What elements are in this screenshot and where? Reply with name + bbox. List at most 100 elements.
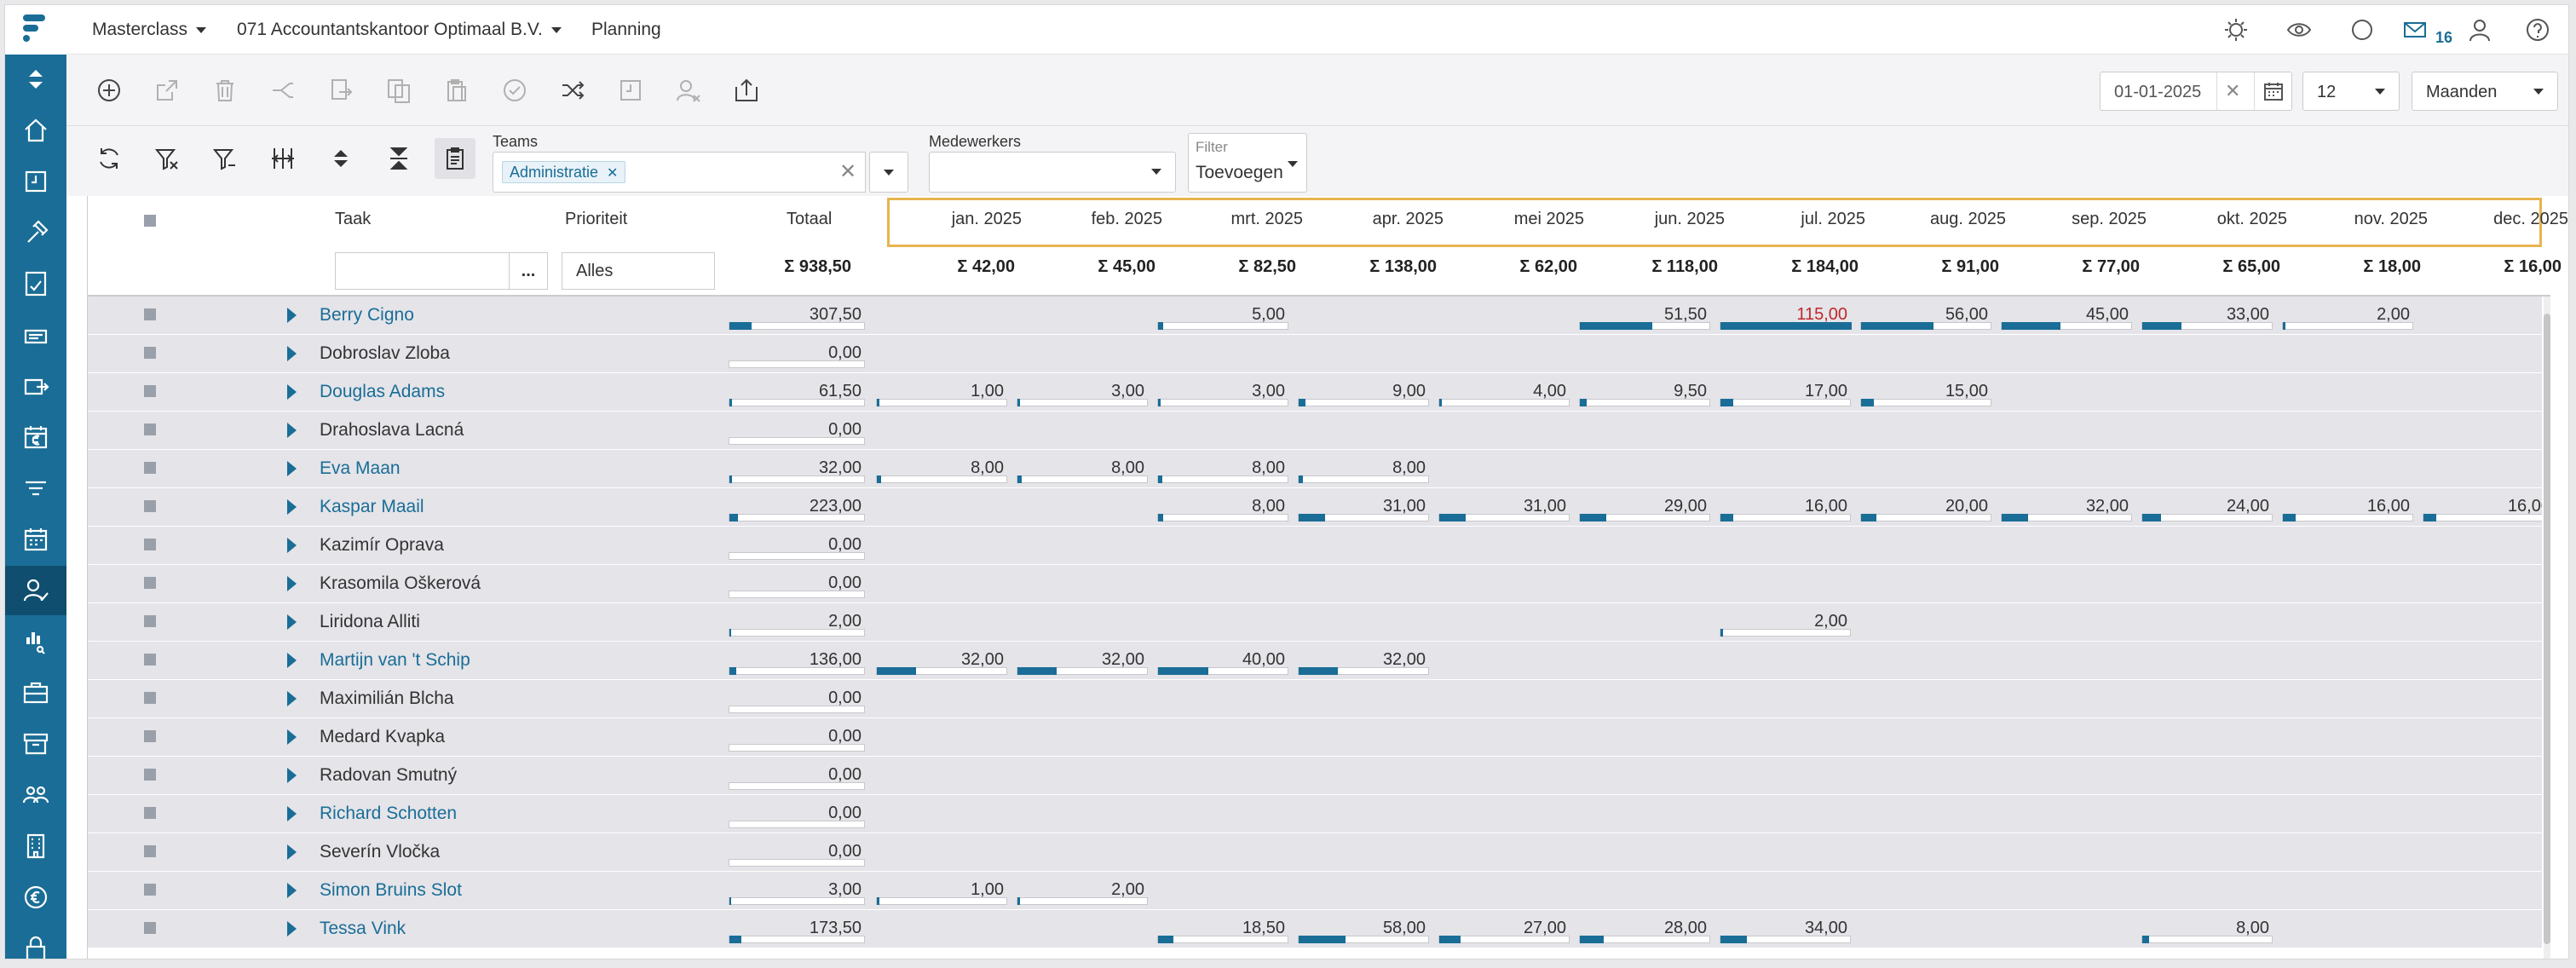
month-header[interactable]: sep. 2025	[2072, 210, 2147, 228]
clipboard-icon[interactable]	[435, 138, 475, 179]
month-cell[interactable]: 45,00	[2001, 297, 2132, 335]
filter-remove-icon[interactable]	[208, 141, 242, 176]
filter-select[interactable]: Filter Toevoegen	[1188, 133, 1307, 193]
month-header[interactable]: apr. 2025	[1372, 210, 1444, 228]
total-cell[interactable]: 0,00	[729, 757, 865, 795]
filter-clear-icon[interactable]	[150, 141, 184, 176]
total-cell[interactable]: 0,00	[729, 795, 865, 833]
month-cell[interactable]: 51,50	[1579, 297, 1710, 335]
app-logo[interactable]	[5, 5, 66, 55]
month-cell[interactable]: 8,00	[1017, 450, 1148, 488]
expand-arrow-icon[interactable]	[287, 729, 297, 745]
clear-icon[interactable]: ✕	[2225, 80, 2241, 101]
row-checkbox[interactable]	[144, 884, 156, 896]
row-checkbox[interactable]	[144, 424, 156, 435]
total-cell[interactable]: 0,00	[729, 833, 865, 872]
table-row[interactable]: Kaspar Maail 223,00 8,00 31,00 31,00 29,00 16,…	[88, 488, 2542, 527]
trash-icon[interactable]	[208, 73, 242, 107]
expand-arrow-icon[interactable]	[287, 384, 297, 400]
document-list-icon[interactable]	[5, 310, 66, 360]
table-row[interactable]: Radovan Smutný 0,00	[88, 757, 2542, 795]
company-dropdown[interactable]: 071 Accountantskantoor Optimaal B.V.	[237, 5, 562, 55]
employee-name[interactable]: Eva Maan	[320, 458, 401, 478]
table-row[interactable]: Richard Schotten 0,00	[88, 795, 2542, 833]
row-checkbox[interactable]	[144, 922, 156, 934]
columns-icon[interactable]	[266, 141, 300, 176]
user-remove-icon[interactable]	[671, 73, 706, 107]
table-row[interactable]: Drahoslava Lacná 0,00	[88, 412, 2542, 450]
month-cell[interactable]: 2,00	[2282, 297, 2413, 335]
check-circle-icon[interactable]	[498, 73, 532, 107]
filter-lines-icon[interactable]	[5, 464, 66, 513]
timesheet-icon[interactable]	[5, 157, 66, 206]
table-row[interactable]: Kazimír Oprava 0,00	[88, 527, 2542, 565]
month-cell[interactable]: 5,00	[1157, 297, 1288, 335]
expand-rows-icon[interactable]	[324, 141, 358, 176]
month-cell[interactable]: 1,00	[876, 373, 1007, 412]
total-cell[interactable]: 173,50	[729, 910, 865, 948]
month-cell[interactable]: 8,00	[876, 450, 1007, 488]
refresh-icon[interactable]	[92, 141, 126, 176]
period-count-select[interactable]: 12	[2302, 72, 2400, 111]
month-cell[interactable]: 18,50	[1157, 910, 1288, 948]
scrollbar-thumb[interactable]	[2544, 314, 2550, 944]
total-cell[interactable]: 0,00	[729, 412, 865, 450]
month-cell[interactable]: 8,00	[1298, 450, 1429, 488]
expand-arrow-icon[interactable]	[287, 921, 297, 936]
month-cell[interactable]: 34,00	[1720, 910, 1851, 948]
month-header[interactable]: jan. 2025	[951, 210, 1022, 228]
shuffle-icon[interactable]	[556, 73, 590, 107]
expand-arrow-icon[interactable]	[287, 308, 297, 323]
row-checkbox[interactable]	[144, 654, 156, 666]
employee-name[interactable]: Richard Schotten	[320, 804, 458, 823]
paste-icon[interactable]	[440, 73, 474, 107]
month-cell[interactable]: 16,00	[2282, 488, 2413, 527]
expand-arrow-icon[interactable]	[287, 423, 297, 438]
month-cell[interactable]: 2,00	[1017, 872, 1148, 910]
row-checkbox[interactable]	[144, 462, 156, 474]
employee-name[interactable]: Simon Bruins Slot	[320, 880, 462, 900]
row-checkbox[interactable]	[144, 845, 156, 857]
select-all-checkbox[interactable]	[144, 215, 156, 227]
teams-select[interactable]: Administratie ✕ ✕	[493, 152, 866, 193]
employee-name[interactable]: Berry Cigno	[320, 305, 414, 325]
month-cell[interactable]: 16,00	[2423, 488, 2542, 527]
add-circle-icon[interactable]	[92, 73, 126, 107]
mail-icon[interactable]	[2401, 16, 2429, 43]
month-cell[interactable]: 20,00	[1860, 488, 1991, 527]
table-row[interactable]: Tessa Vink 173,50 18,50 58,00 27,00 28,00 34,0…	[88, 910, 2542, 948]
employee-name[interactable]: Kaspar Maail	[320, 497, 424, 516]
month-cell[interactable]: 9,00	[1298, 373, 1429, 412]
month-cell[interactable]: 3,00	[1157, 373, 1288, 412]
month-cell[interactable]: 33,00	[2141, 297, 2273, 335]
expand-arrow-icon[interactable]	[287, 461, 297, 476]
total-cell[interactable]: 0,00	[729, 527, 865, 565]
month-header[interactable]: dec. 2025	[2493, 210, 2568, 228]
row-checkbox[interactable]	[144, 347, 156, 359]
expand-arrow-icon[interactable]	[287, 499, 297, 515]
employee-name[interactable]: Tessa Vink	[320, 919, 406, 938]
month-cell[interactable]: 40,00	[1157, 642, 1288, 680]
month-cell[interactable]: 17,00	[1720, 373, 1851, 412]
total-cell[interactable]: 307,50	[729, 297, 865, 335]
row-checkbox[interactable]	[144, 615, 156, 627]
month-cell[interactable]: 32,00	[1017, 642, 1148, 680]
user-icon[interactable]	[2466, 16, 2493, 43]
eye-icon[interactable]	[2285, 16, 2313, 43]
total-cell[interactable]: 0,00	[729, 680, 865, 718]
total-cell[interactable]: 0,00	[729, 335, 865, 373]
calendar-euro-icon[interactable]	[5, 412, 66, 462]
month-cell[interactable]: 32,00	[2001, 488, 2132, 527]
month-header[interactable]: okt. 2025	[2216, 210, 2287, 228]
month-cell[interactable]: 31,00	[1438, 488, 1570, 527]
month-header[interactable]: jun. 2025	[1654, 210, 1725, 228]
month-cell[interactable]: 56,00	[1860, 297, 1991, 335]
employee-name[interactable]: Martijn van 't Schip	[320, 650, 470, 670]
month-header[interactable]: mrt. 2025	[1230, 210, 1303, 228]
date-field[interactable]: 01-01-2025 ✕	[2100, 72, 2292, 111]
workspace-dropdown[interactable]: Masterclass	[92, 5, 207, 55]
expand-arrow-icon[interactable]	[287, 691, 297, 706]
month-cell[interactable]: 32,00	[1298, 642, 1429, 680]
chip-remove-icon[interactable]: ✕	[607, 166, 619, 181]
expand-arrow-icon[interactable]	[287, 576, 297, 591]
